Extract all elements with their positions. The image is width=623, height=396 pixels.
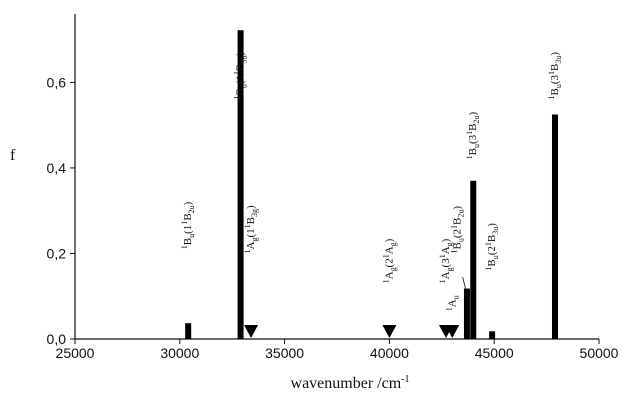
state-marker xyxy=(244,325,258,338)
leader-label: 1Bu(21B2u) xyxy=(450,206,466,254)
y-axis-title: f xyxy=(10,147,16,164)
state-marker xyxy=(382,325,396,338)
leader-line xyxy=(463,277,466,291)
x-tick-label: 45000 xyxy=(475,345,514,361)
bar-label: 1Bu(31B2u) xyxy=(465,112,481,160)
bar-label: 1Bu(11B2u) xyxy=(180,201,196,249)
marker-label: 1Au xyxy=(444,295,460,311)
bar xyxy=(464,289,470,339)
x-tick-label: 25000 xyxy=(56,345,95,361)
x-tick-label: 40000 xyxy=(370,345,409,361)
bar-label: 1Bu(21B3u) xyxy=(484,223,500,271)
x-tick-label: 35000 xyxy=(265,345,304,361)
marker-label: 1Ag(21Ag) xyxy=(381,238,397,283)
x-tick-label: 30000 xyxy=(160,345,199,361)
bar xyxy=(185,323,191,339)
x-tick-label: 50000 xyxy=(580,345,619,361)
y-tick-label: 0,0 xyxy=(47,331,67,347)
y-tick-label: 0,4 xyxy=(47,160,67,176)
bar xyxy=(470,181,476,339)
bar-label: 1Bu(11B3u) xyxy=(233,52,249,100)
marker-label: 1Ag(11B3g) xyxy=(243,205,259,253)
axes: 25000 30000 35000 40000 45000 50000 0,0 0,2 0,4 0… xyxy=(47,14,619,361)
y-tick-label: 0,2 xyxy=(47,245,67,261)
markers xyxy=(244,325,459,338)
x-axis-title: wavenumber /cm-1 xyxy=(291,374,410,392)
y-tick-label: 0,6 xyxy=(47,74,67,90)
bar-label: 1Bu(31B3u) xyxy=(547,52,563,100)
bar xyxy=(552,114,558,339)
bar xyxy=(489,331,495,339)
